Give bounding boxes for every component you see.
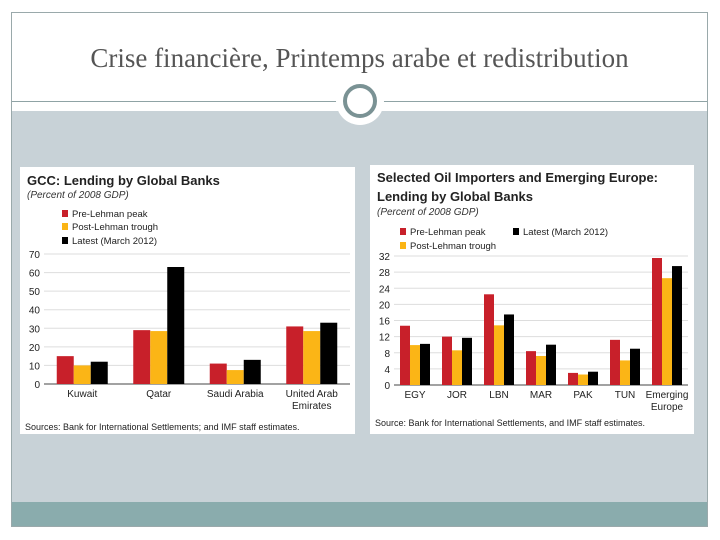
slide-title: Crise financière, Printemps arabe et red… (90, 43, 629, 73)
oil-importers-chart: Selected Oil Importers and Emerging Euro… (370, 165, 694, 434)
legend-swatch (62, 210, 68, 217)
bar-egy-2 (420, 343, 430, 385)
y-tick-label: 30 (29, 324, 41, 335)
y-tick-label: 32 (379, 252, 391, 263)
x-tick-label: Kuwait (67, 389, 97, 400)
bar-mar-2 (546, 344, 556, 385)
y-tick-label: 0 (34, 380, 40, 391)
chart-title: Lending by Global Banks (377, 189, 533, 204)
y-tick-label: 50 (29, 287, 41, 298)
chart-subtitle: (Percent of 2008 GDP) (377, 207, 479, 218)
bar-tun-2 (630, 348, 640, 385)
chart-title: Selected Oil Importers and Emerging Euro… (377, 170, 658, 185)
footer-bar (12, 502, 707, 526)
bar-emerging-europe-2 (672, 266, 682, 385)
legend-label: Latest (March 2012) (523, 227, 608, 238)
bar-lbn-2 (504, 314, 514, 385)
x-tick-label: JOR (447, 390, 467, 401)
bar-egy-0 (400, 325, 410, 385)
bar-lbn-1 (494, 325, 504, 385)
chart-source: Sources: Bank for International Settleme… (25, 422, 299, 432)
y-tick-label: 0 (384, 381, 390, 392)
legend-swatch (400, 228, 406, 235)
y-tick-label: 70 (29, 250, 41, 261)
legend-swatch (62, 223, 68, 230)
x-tick-label: TUN (615, 390, 636, 401)
bar-qatar-0 (133, 330, 151, 384)
gcc-chart: GCC: Lending by Global Banks (Percent of … (20, 167, 355, 434)
bar-united-arab-emirates-0 (286, 326, 304, 384)
bar-qatar-2 (167, 267, 185, 384)
bar-tun-1 (620, 360, 630, 385)
y-tick-label: 40 (29, 306, 41, 317)
bar-tun-0 (610, 339, 620, 385)
legend-swatch (513, 228, 519, 235)
bar-pak-1 (578, 374, 588, 385)
bar-pak-0 (568, 372, 578, 385)
x-tick-label: MAR (530, 390, 552, 401)
legend-label: Pre-Lehman peak (72, 209, 148, 220)
legend-swatch (62, 237, 68, 244)
bar-mar-0 (526, 351, 536, 385)
bar-kuwait-1 (73, 365, 91, 384)
y-tick-label: 4 (384, 365, 390, 376)
bar-jor-1 (452, 350, 462, 385)
y-tick-label: 12 (379, 333, 391, 344)
bar-lbn-0 (484, 294, 494, 385)
y-tick-label: 28 (379, 268, 391, 279)
chart-source: Source: Bank for International Settlemen… (375, 418, 645, 428)
bar-kuwait-0 (56, 356, 74, 384)
y-tick-label: 8 (384, 349, 390, 360)
x-tick-label: Europe (651, 402, 684, 413)
y-tick-label: 24 (379, 284, 391, 295)
circle-ornament-icon (341, 82, 379, 120)
y-tick-label: 20 (29, 343, 41, 354)
y-tick-label: 60 (29, 269, 41, 280)
legend-label: Post-Lehman trough (410, 241, 496, 252)
x-tick-label: United Arab (286, 389, 339, 400)
legend-label: Latest (March 2012) (72, 236, 157, 247)
bar-saudi-arabia-2 (243, 359, 261, 384)
x-tick-label: Saudi Arabia (207, 389, 264, 400)
bar-united-arab-emirates-2 (320, 322, 338, 384)
bar-jor-0 (442, 336, 452, 385)
legend-label: Post-Lehman trough (72, 222, 158, 233)
legend-label: Pre-Lehman peak (410, 227, 486, 238)
chart-subtitle: (Percent of 2008 GDP) (27, 190, 129, 201)
bar-united-arab-emirates-1 (303, 331, 321, 384)
bar-emerging-europe-0 (652, 258, 662, 385)
y-tick-label: 20 (379, 300, 391, 311)
bar-jor-2 (462, 337, 472, 385)
x-tick-label: Qatar (146, 389, 172, 400)
bar-mar-1 (536, 355, 546, 385)
bar-saudi-arabia-1 (226, 370, 244, 384)
y-tick-label: 16 (379, 317, 391, 328)
y-tick-label: 10 (29, 361, 41, 372)
x-tick-label: PAK (573, 390, 593, 401)
bar-kuwait-2 (90, 361, 108, 384)
bar-egy-1 (410, 345, 420, 385)
chart-svg: GCC: Lending by Global Banks (Percent of … (25, 173, 350, 432)
x-tick-label: EGY (404, 390, 425, 401)
legend-swatch (400, 242, 406, 249)
chart-svg: Selected Oil Importers and Emerging Euro… (375, 170, 689, 428)
bar-qatar-1 (150, 331, 168, 384)
x-tick-label: Emerging (646, 390, 689, 401)
bar-saudi-arabia-0 (209, 363, 227, 384)
chart-title: GCC: Lending by Global Banks (27, 173, 220, 188)
x-tick-label: Emirates (292, 401, 331, 412)
bar-emerging-europe-1 (662, 278, 672, 385)
x-tick-label: LBN (489, 390, 508, 401)
bar-pak-2 (588, 371, 598, 385)
